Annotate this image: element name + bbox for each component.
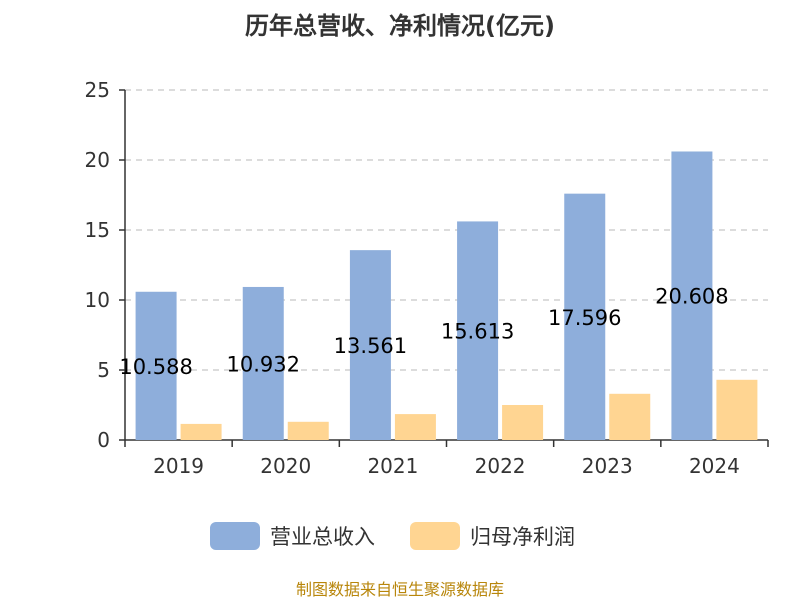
- x-tick-label: 2022: [475, 454, 526, 478]
- bar-net-profit: [180, 423, 222, 440]
- y-axis: 0 5 10 15 20 25: [85, 78, 126, 452]
- data-label: 10.932: [227, 352, 300, 376]
- bar-revenue: [564, 193, 606, 440]
- data-label: 10.588: [119, 355, 192, 379]
- bar-net-profit: [394, 414, 436, 440]
- bar-revenue: [349, 250, 391, 440]
- bar-revenue: [457, 221, 499, 440]
- y-tick-label: 10: [85, 288, 110, 312]
- legend-swatch: [210, 522, 260, 550]
- chart-title: 历年总营收、净利情况(亿元): [245, 12, 555, 40]
- y-tick-label: 20: [85, 148, 110, 172]
- x-tick-label: 2019: [153, 454, 204, 478]
- bar-revenue: [242, 286, 284, 440]
- data-label: 13.561: [334, 334, 407, 358]
- bar-revenue: [135, 291, 177, 440]
- bar-net-profit: [609, 393, 651, 440]
- bar-net-profit: [287, 421, 329, 440]
- legend: 营业总收入 归母净利润: [210, 522, 575, 550]
- x-tick-label: 2021: [367, 454, 418, 478]
- x-tick-label: 2024: [689, 454, 740, 478]
- bars: [135, 151, 758, 440]
- legend-label: 归母净利润: [470, 525, 575, 549]
- legend-label: 营业总收入: [270, 525, 375, 549]
- x-tick-label: 2020: [260, 454, 311, 478]
- y-tick-label: 15: [85, 218, 110, 242]
- data-label: 15.613: [441, 320, 514, 344]
- bar-revenue: [671, 151, 713, 440]
- x-axis: 2019 2020 2021 2022 2023 2024: [124, 439, 769, 478]
- data-label: 17.596: [548, 306, 621, 330]
- data-label: 20.608: [655, 285, 728, 309]
- footer-source: 制图数据来自恒生聚源数据库: [296, 580, 504, 599]
- legend-swatch: [410, 522, 460, 550]
- y-tick-label: 5: [97, 358, 110, 382]
- bar-net-profit: [716, 379, 758, 440]
- bar-net-profit: [502, 405, 544, 440]
- x-tick-label: 2023: [582, 454, 633, 478]
- gridlines: [125, 89, 768, 371]
- data-labels: 10.588 10.932 13.561 15.613 17.596 20.608: [119, 285, 728, 379]
- y-tick-label: 0: [97, 428, 110, 452]
- y-tick-label: 25: [85, 78, 110, 102]
